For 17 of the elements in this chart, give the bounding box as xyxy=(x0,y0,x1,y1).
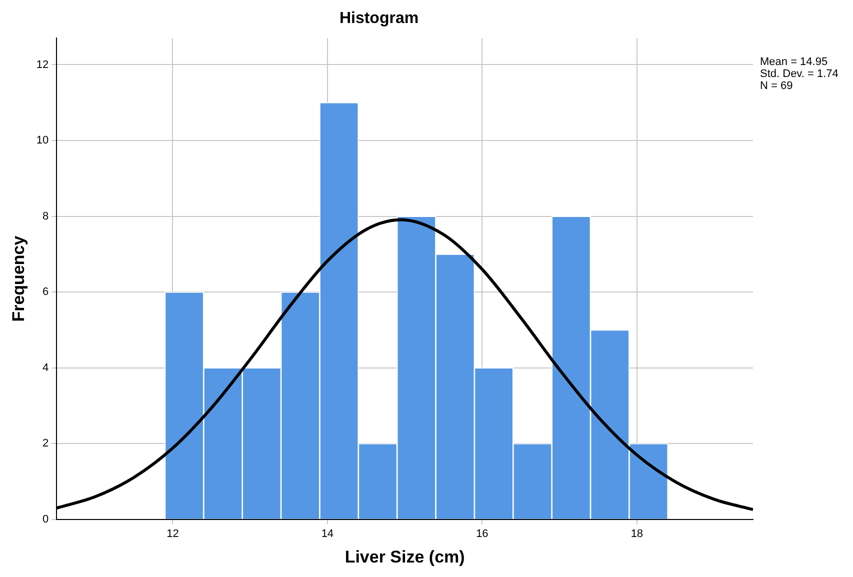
text: Mean = 14.95 xyxy=(760,56,829,68)
x-tick-label: 16 xyxy=(476,528,488,540)
y-tick-label: 6 xyxy=(42,286,49,298)
x-tick-label: 14 xyxy=(321,528,334,540)
chart-title: Histogram xyxy=(339,10,419,28)
x-tick-label: 12 xyxy=(166,528,179,540)
y-tick-label: 10 xyxy=(36,134,49,147)
y-tick-label: 0 xyxy=(42,513,49,526)
text: N = 69 xyxy=(760,80,794,92)
y-tick-label: 8 xyxy=(42,210,49,222)
x-tick-label: 18 xyxy=(630,528,644,540)
y-tick-label: 2 xyxy=(42,438,49,450)
y-tick-label: 12 xyxy=(36,58,49,71)
text: Std. Dev. = 1.74 xyxy=(760,68,838,80)
x-axis-title: Liver Size (cm) xyxy=(344,547,465,566)
y-tick-label: 4 xyxy=(42,362,49,374)
y-axis-title: Frequency xyxy=(8,235,28,322)
